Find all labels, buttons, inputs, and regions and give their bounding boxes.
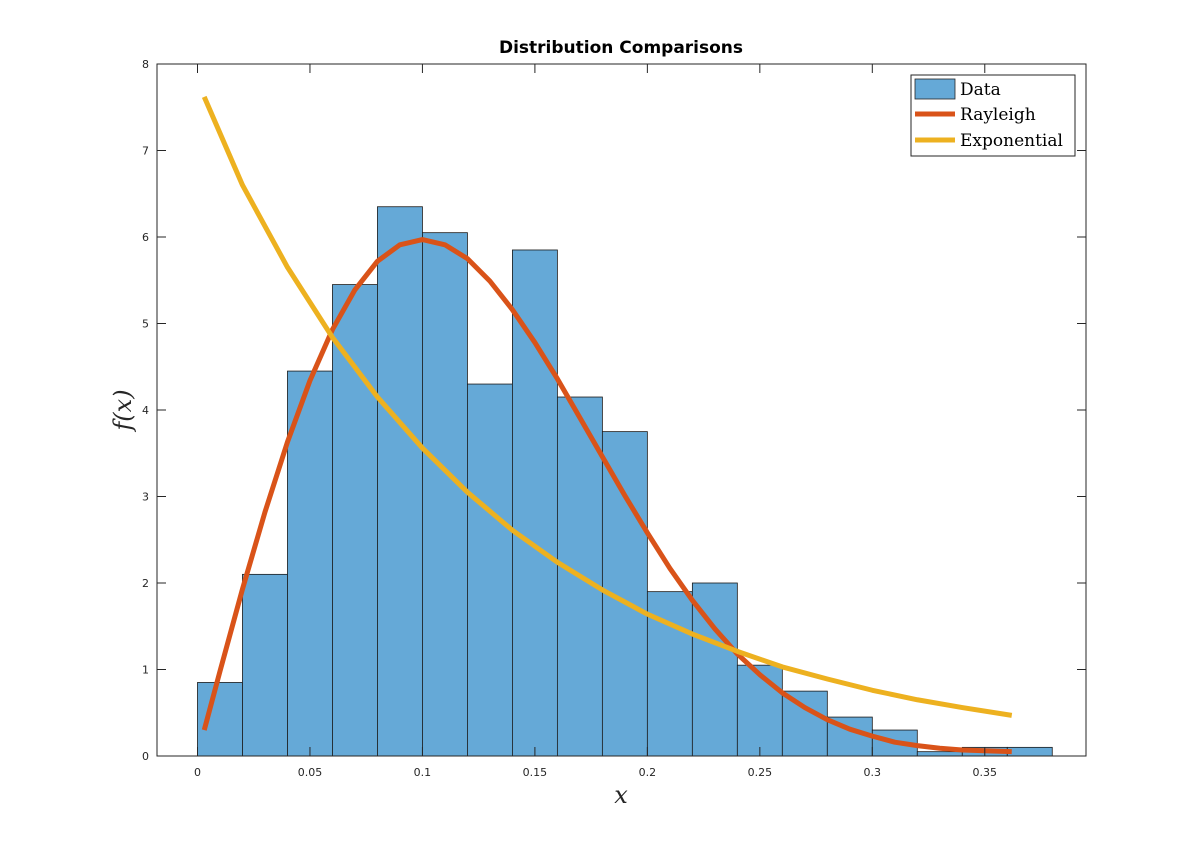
fit-curves	[201, 95, 1013, 755]
legend: Data Rayleigh Exponential	[910, 74, 1076, 157]
y-tick-label: 6	[142, 231, 149, 244]
histogram-bar	[377, 206, 423, 757]
x-tick-label: 0.2	[639, 766, 657, 779]
y-tick-label: 5	[142, 318, 149, 331]
series-line-rayleigh	[201, 237, 1012, 755]
legend-swatch-data	[914, 78, 956, 100]
y-tick-label: 8	[142, 58, 149, 71]
histogram-bar	[916, 751, 963, 757]
y-tick-label: 1	[142, 664, 149, 677]
x-tick-label: 0	[194, 766, 201, 779]
y-tick-label: 7	[142, 145, 149, 158]
histogram-bar	[467, 383, 513, 757]
x-axis-label: x	[614, 781, 628, 809]
x-tick-label: 0.15	[523, 766, 548, 779]
y-axis-ticks: 0 1 2 3 4 5 6 7 8	[142, 58, 1086, 763]
histogram-bar	[1006, 746, 1053, 757]
series-line-exponential	[201, 95, 1013, 718]
legend-label-exponential: Exponential	[960, 131, 1063, 151]
y-axis-label: f(x)	[109, 389, 137, 432]
histogram-bar	[512, 249, 558, 757]
histogram-bar	[781, 690, 828, 757]
x-axis-ticks: 0 0.05 0.1 0.15 0.2 0.25 0.3 0.35	[194, 64, 997, 779]
x-tick-label: 0.3	[864, 766, 882, 779]
y-tick-label: 4	[142, 404, 149, 417]
y-tick-label: 0	[142, 750, 149, 763]
legend-label-rayleigh: Rayleigh	[960, 105, 1036, 125]
histogram-bar	[197, 682, 243, 757]
x-tick-label: 0.05	[298, 766, 323, 779]
legend-label-data: Data	[960, 80, 1001, 100]
histogram-bar	[287, 370, 333, 757]
histogram-bar	[332, 284, 378, 757]
y-tick-label: 3	[142, 491, 149, 504]
y-tick-label: 2	[142, 577, 149, 590]
histogram-bar	[736, 664, 783, 757]
chart-title: Distribution Comparisons	[499, 38, 743, 58]
x-tick-label: 0.1	[414, 766, 432, 779]
histogram-bars	[197, 206, 1053, 757]
histogram-bar	[422, 232, 468, 757]
x-tick-label: 0.35	[973, 766, 998, 779]
histogram-bar	[242, 573, 288, 757]
x-tick-label: 0.25	[748, 766, 773, 779]
